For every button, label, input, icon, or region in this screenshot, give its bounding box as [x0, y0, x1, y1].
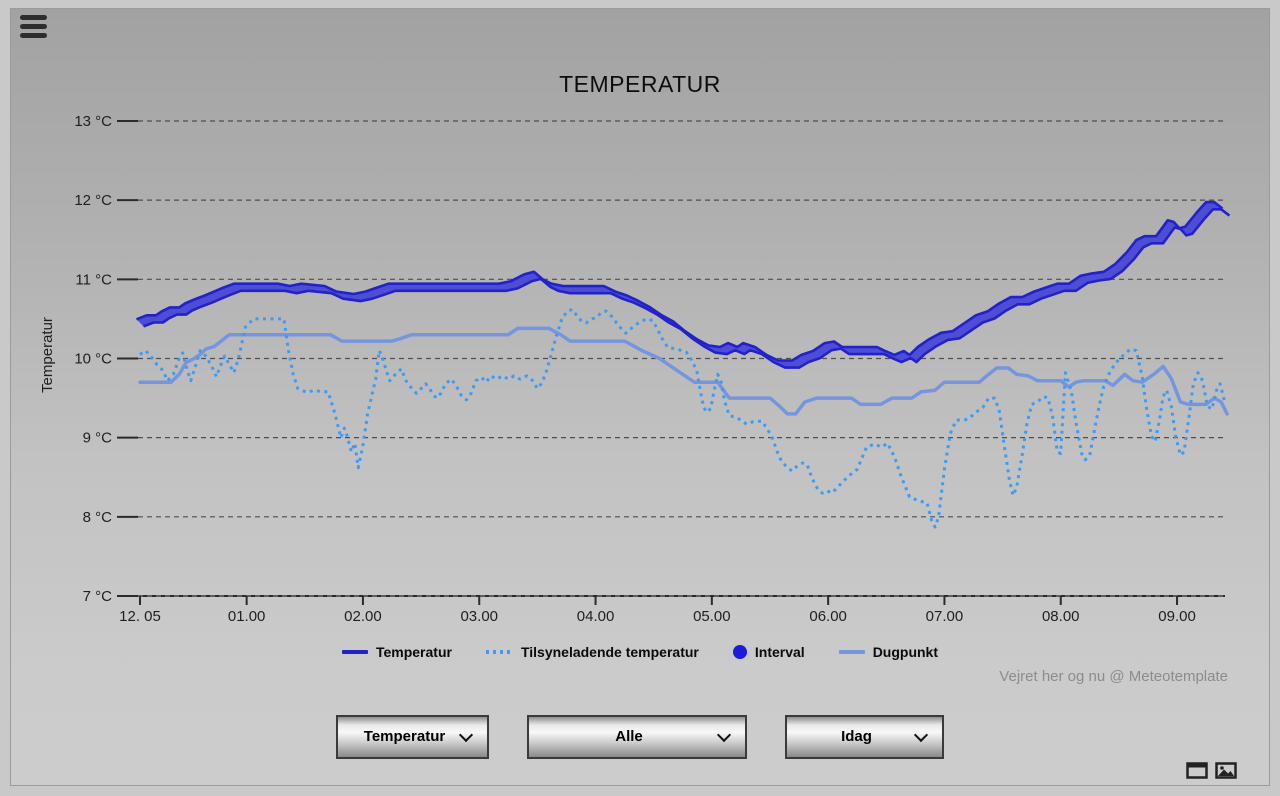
svg-text:10 °C: 10 °C — [74, 350, 112, 367]
hamburger-icon — [20, 15, 47, 20]
chart-title: TEMPERATUR — [559, 71, 721, 97]
chart-legend: Temperatur Tilsyneladende temperatur Inter… — [0, 644, 1280, 660]
svg-text:7 °C: 7 °C — [83, 588, 113, 605]
mountain-icon — [1218, 769, 1234, 776]
station-select-value: Alle — [615, 728, 643, 745]
sun-icon — [1220, 766, 1224, 770]
svg-text:12 °C: 12 °C — [74, 192, 112, 209]
svg-text:12. 05: 12. 05 — [119, 608, 161, 625]
svg-text:06.00: 06.00 — [809, 608, 847, 625]
svg-text:07.00: 07.00 — [926, 608, 964, 625]
hamburger-icon — [20, 33, 47, 38]
svg-text:08.00: 08.00 — [1042, 608, 1080, 625]
watermark: Vejret her og nu @ Meteotemplate — [999, 668, 1228, 685]
station-select[interactable]: Alle — [527, 715, 747, 759]
image-icon — [1215, 762, 1237, 779]
metric-select-value: Temperatur — [363, 728, 446, 745]
svg-text:Temperatur: Temperatur — [39, 317, 56, 393]
legend-item-temperatur[interactable]: Temperatur — [341, 644, 452, 660]
svg-text:02.00: 02.00 — [344, 608, 382, 625]
legend-label: Temperatur — [375, 644, 452, 660]
line-swatch-icon — [838, 650, 865, 654]
controls-row: Temperatur Alle Idag — [0, 715, 1280, 759]
window-icon — [1187, 763, 1207, 768]
circle-swatch-icon — [732, 645, 747, 659]
svg-text:9 °C: 9 °C — [83, 430, 113, 447]
svg-text:01.00: 01.00 — [228, 608, 266, 625]
legend-item-dugpunkt[interactable]: Dugpunkt — [838, 644, 939, 660]
menu-button[interactable] — [20, 15, 48, 43]
legend-item-interval[interactable]: Interval — [732, 644, 805, 660]
period-select-value: Idag — [841, 728, 872, 745]
svg-text:11 °C: 11 °C — [75, 271, 112, 288]
legend-item-tilsyneladende-temperatur[interactable]: Tilsyneladende temperatur — [485, 644, 699, 660]
line-swatch-icon — [341, 650, 368, 654]
hamburger-icon — [20, 24, 47, 29]
image-export-button[interactable] — [1215, 762, 1237, 779]
legend-label: Tilsyneladende temperatur — [520, 644, 699, 660]
dotted-swatch-icon — [485, 650, 513, 654]
svg-text:03.00: 03.00 — [460, 608, 498, 625]
svg-text:04.00: 04.00 — [577, 608, 615, 625]
window-icon-button[interactable] — [1186, 762, 1208, 779]
metric-select[interactable]: Temperatur — [336, 715, 489, 759]
svg-text:09.00: 09.00 — [1158, 608, 1196, 625]
svg-text:05.00: 05.00 — [693, 608, 731, 625]
legend-label: Dugpunkt — [872, 644, 939, 660]
svg-text:8 °C: 8 °C — [83, 509, 113, 526]
legend-label: Interval — [754, 644, 805, 660]
chart-panel — [10, 8, 1270, 786]
period-select[interactable]: Idag — [785, 715, 944, 759]
svg-text:13 °C: 13 °C — [74, 113, 112, 130]
